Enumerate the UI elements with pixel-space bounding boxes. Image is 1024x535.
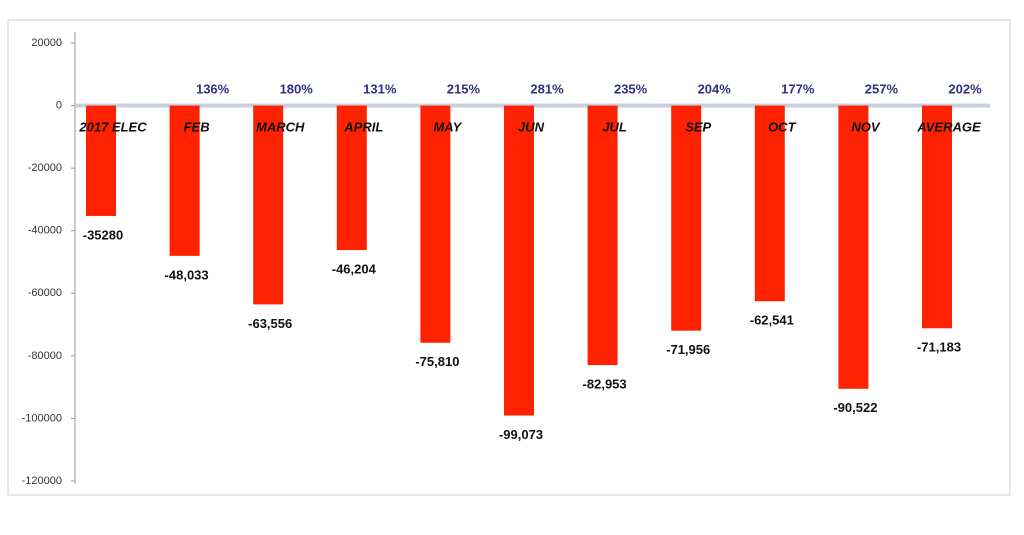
value-label: -35280: [83, 227, 123, 242]
bar: [838, 105, 869, 389]
x-tick-label: JUN: [518, 119, 545, 134]
value-label: -63,556: [248, 316, 292, 331]
value-label: -71,183: [917, 340, 961, 355]
percent-label: 235%: [614, 81, 648, 96]
value-label: -75,810: [415, 354, 459, 369]
percent-label: 202%: [948, 81, 982, 96]
y-tick-label: 20000: [31, 37, 62, 49]
x-tick-label: OCT: [768, 119, 797, 134]
y-tick-label: -40000: [28, 225, 62, 237]
bar: [504, 105, 534, 416]
x-tick-label: SEP: [685, 119, 711, 134]
bar: [169, 105, 200, 256]
x-tick-label: JUL: [602, 119, 627, 134]
x-tick-label: APRIL: [343, 119, 383, 134]
percent-label: 281%: [530, 81, 564, 96]
value-label: -46,204: [332, 262, 377, 277]
x-tick-label: NOV: [851, 119, 881, 134]
x-tick-label: MAY: [433, 119, 462, 134]
bar: [922, 105, 952, 329]
percent-label: 131%: [363, 81, 397, 96]
value-label: -71,956: [666, 342, 710, 357]
percent-label: 177%: [781, 81, 815, 96]
y-tick-label: -60000: [28, 287, 62, 299]
percent-label: 204%: [698, 81, 732, 96]
bar: [420, 105, 451, 343]
value-label: -62,541: [750, 313, 794, 328]
bar: [671, 105, 702, 331]
x-tick-label: AVERAGE: [916, 119, 981, 134]
y-tick-label: -120000: [22, 475, 62, 487]
x-tick-label: MARCH: [256, 119, 305, 134]
value-label: -99,073: [499, 427, 543, 442]
x-tick-label: 2017 ELEC: [78, 119, 147, 134]
y-tick-label: 0: [56, 99, 62, 111]
x-tick-label: FEB: [184, 119, 210, 134]
y-tick-label: -20000: [28, 162, 62, 174]
bar: [587, 105, 618, 366]
bar: [253, 105, 284, 305]
chart-frame: [7, 19, 1011, 496]
value-label: -82,953: [583, 377, 627, 392]
percent-label: 215%: [447, 81, 481, 96]
y-tick-label: -100000: [22, 412, 62, 424]
y-tick-label: -80000: [28, 350, 62, 362]
bar: [86, 105, 116, 216]
percent-label: 180%: [280, 81, 314, 96]
bar: [754, 105, 785, 302]
bar: [336, 105, 367, 251]
value-label: -48,033: [165, 267, 209, 282]
percent-label: 136%: [196, 81, 230, 96]
percent-label: 257%: [865, 81, 899, 96]
value-label: -90,522: [833, 400, 877, 415]
